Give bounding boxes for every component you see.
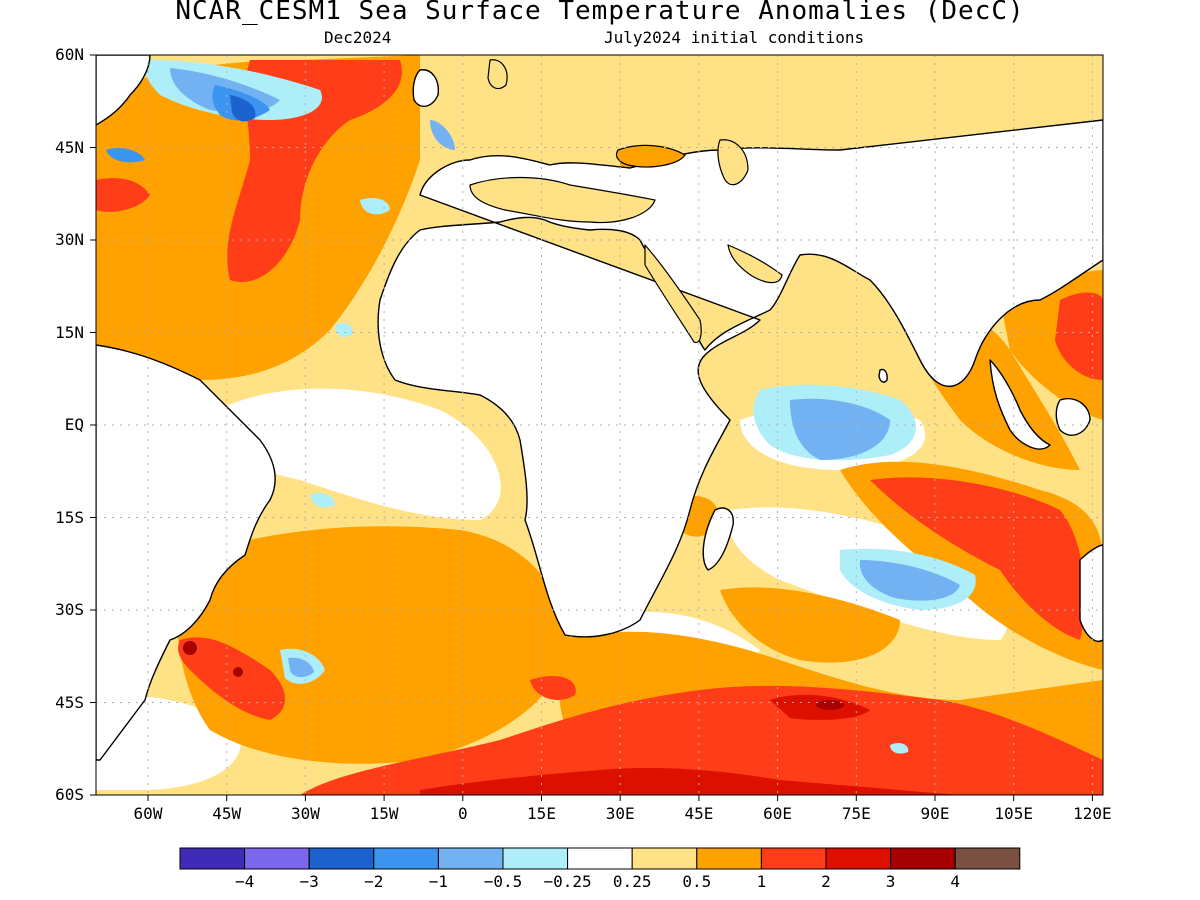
madagascar [702,507,734,571]
axis-ticks [90,54,1093,801]
inland-seas [469,59,783,344]
colorbar-swatch [696,847,762,870]
cool-anomaly-regions [106,60,976,754]
persian-gulf [727,244,783,284]
south-america-landmass [96,344,276,761]
sri-lanka [878,368,888,383]
longitude-label: 105E [994,804,1033,823]
latitude-label: 60N [55,45,84,64]
colorbar-label: 4 [950,872,961,891]
mediterranean-sea [469,176,656,224]
longitude-label: 60W [133,804,163,823]
latitude-label: 15N [55,322,84,342]
colorbar-label: −4 [234,872,255,891]
colorbar-swatch [502,847,569,870]
colorbar-swatch [308,847,375,870]
longitude-label: 75E [841,804,871,823]
longitude-label: 90E [920,804,950,823]
colorbar-swatch [890,847,956,870]
colorbar-swatch [631,847,698,870]
colorbar-label: −0.5 [483,872,523,891]
africa-eurasia-landmass [377,119,1103,638]
longitude-label: 60E [763,804,793,823]
latitude-label: 30S [55,600,84,619]
greenland-landmass [96,55,151,126]
initial-conditions-label: July2024 initial conditions [604,28,865,47]
colorbar-label: 1 [756,872,767,891]
caspian-sea [717,139,749,186]
colorbar-label: 0.5 [682,872,712,891]
longitude-label: 120E [1073,804,1112,823]
colorbar-label: −3 [299,872,319,891]
extreme-warm-regions [183,641,844,710]
borneo [1055,398,1091,436]
colorbar-label: 0.25 [612,872,652,891]
colorbar [179,847,1021,870]
longitude-label: 30E [605,804,635,823]
latitude-label: 45S [55,692,84,712]
indochina-landmass [989,359,1051,450]
latitude-label: 45N [55,137,84,157]
latitude-label: 60S [55,785,84,804]
colorbar-swatch [567,847,633,870]
colorbar-swatch [373,847,439,870]
colorbar-label: 2 [821,872,831,891]
latitude-label: 30N [55,230,84,249]
longitude-label: 0 [457,804,468,823]
colorbar-label: −0.25 [543,872,592,891]
longitude-label: 45E [684,804,714,823]
great-britain [412,69,439,107]
longitude-label: 15W [369,804,399,823]
map-title: NCAR_CESM1 Sea Surface Temperature Anoma… [175,0,1025,26]
graticule-lines [96,55,1103,795]
land-masses [96,55,1103,761]
colorbar-swatch [437,847,504,870]
colorbar-swatch [179,847,246,870]
colorbar-swatch [760,847,827,870]
black-sea [615,144,686,168]
anomaly-field [96,55,1103,795]
longitude-label: 45W [212,804,242,823]
forecast-month: Dec2024 [324,28,392,47]
longitude-label: 30W [290,804,320,823]
baltic-sea [487,59,508,90]
colorbar-swatch [244,847,310,870]
colorbar-swatch [954,847,1021,870]
latitude-label: 15S [55,507,84,527]
colorbar-label: −1 [428,872,449,891]
colorbar-label: −2 [364,872,384,891]
red-sea [644,244,702,344]
australia-landmass [1079,544,1103,642]
longitude-label: 15E [527,804,556,823]
colorbar-label: 3 [885,872,896,891]
colorbar-swatch [825,847,892,870]
latitude-label: EQ [64,415,84,434]
